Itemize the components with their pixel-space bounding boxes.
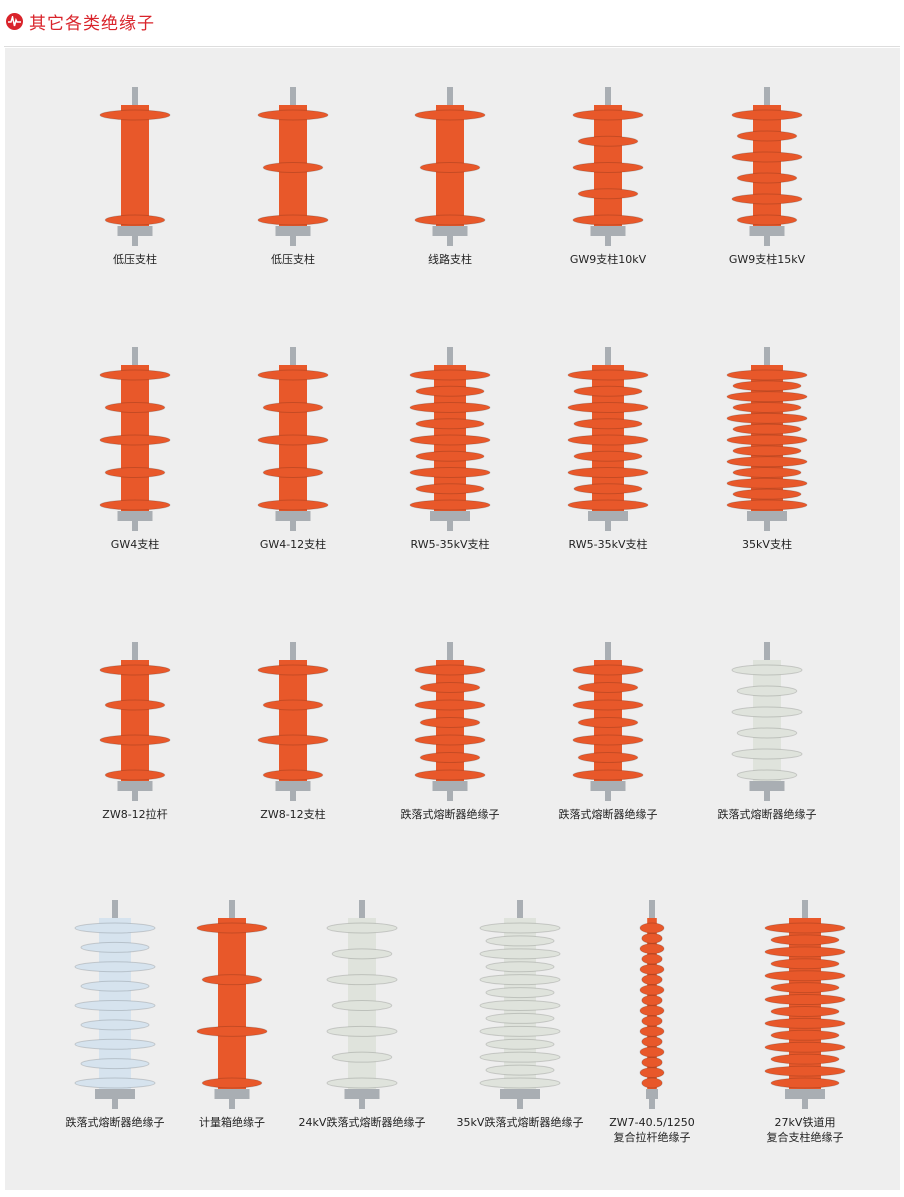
product-item: 35kV跌落式熔断器绝缘子 <box>445 898 595 1130</box>
insulator-image <box>479 900 561 1109</box>
insulator-image <box>257 642 329 801</box>
product-item: 跌落式熔断器绝缘子 <box>692 640 842 822</box>
product-item: GW9支柱15kV <box>692 85 842 267</box>
product-item: RW5-35kV支柱 <box>533 345 683 552</box>
section-header: 其它各类绝缘子 <box>6 8 155 34</box>
insulator-image <box>726 347 808 531</box>
product-label: 35kV跌落式熔断器绝缘子 <box>456 1116 584 1129</box>
product-label: 跌落式熔断器绝缘子 <box>717 808 817 821</box>
product-item: RW5-35kV支柱 <box>375 345 525 552</box>
insulator-image <box>567 347 649 531</box>
product-label: GW4-12支柱 <box>259 538 327 551</box>
page-title: 其它各类绝缘子 <box>29 13 155 34</box>
product-label: GW9支柱15kV <box>728 253 806 266</box>
product-item: 24kV跌落式熔断器绝缘子 <box>287 898 437 1130</box>
insulator-image <box>731 87 803 246</box>
product-label: ZW7-40.5/1250 <box>609 1116 695 1129</box>
product-label: ZW8-12支柱 <box>260 808 326 821</box>
product-item: GW4支柱 <box>60 345 210 552</box>
product-item: GW9支柱10kV <box>533 85 683 267</box>
product-label: 24kV跌落式熔断器绝缘子 <box>298 1116 426 1129</box>
insulator-image <box>99 642 171 801</box>
insulator-image <box>572 642 644 801</box>
product-item: 低压支柱 <box>60 85 210 267</box>
insulator-image <box>74 900 156 1109</box>
insulator-image <box>764 900 846 1109</box>
product-label: RW5-35kV支柱 <box>410 538 490 551</box>
insulator-image <box>414 87 486 246</box>
insulator-image <box>572 87 644 246</box>
product-label: 跌落式熔断器绝缘子 <box>400 808 500 821</box>
product-item: GW4-12支柱 <box>218 345 368 552</box>
product-label: GW4支柱 <box>110 538 160 551</box>
product-label-line2: 复合拉杆绝缘子 <box>613 1131 691 1144</box>
product-item: 线路支柱 <box>375 85 525 267</box>
product-label: RW5-35kV支柱 <box>568 538 648 551</box>
product-item: ZW7-40.5/1250 复合拉杆绝缘子 <box>577 898 727 1145</box>
product-item: 跌落式熔断器绝缘子 <box>533 640 683 822</box>
product-item: 低压支柱 <box>218 85 368 267</box>
product-item: 35kV支柱 <box>692 345 842 552</box>
product-label: 跌落式熔断器绝缘子 <box>558 808 658 821</box>
divider <box>4 46 900 47</box>
product-item: ZW8-12支柱 <box>218 640 368 822</box>
insulator-image <box>414 642 486 801</box>
product-label-line2: 复合支柱绝缘子 <box>766 1131 844 1144</box>
insulator-image <box>257 87 329 246</box>
insulator-image <box>196 900 268 1109</box>
pulse-icon <box>6 12 23 30</box>
product-label: 低压支柱 <box>113 253 157 266</box>
insulator-image <box>99 347 171 531</box>
product-label: ZW8-12拉杆 <box>102 808 168 821</box>
product-label: 27kV铁道用 <box>774 1116 836 1129</box>
product-label: GW9支柱10kV <box>569 253 647 266</box>
insulator-image <box>257 347 329 531</box>
insulator-image <box>326 900 398 1109</box>
product-label: 计量箱绝缘子 <box>199 1116 265 1129</box>
product-item: 跌落式熔断器绝缘子 <box>375 640 525 822</box>
insulator-image <box>409 347 491 531</box>
product-item: 27kV铁道用 复合支柱绝缘子 <box>730 898 880 1145</box>
insulator-image <box>99 87 171 246</box>
product-label: 线路支柱 <box>428 253 472 266</box>
product-item: 跌落式熔断器绝缘子 <box>40 898 190 1130</box>
product-item: 计量箱绝缘子 <box>157 898 307 1130</box>
product-label: 低压支柱 <box>271 253 315 266</box>
insulator-image <box>639 900 665 1109</box>
insulator-image <box>731 642 803 801</box>
product-item: ZW8-12拉杆 <box>60 640 210 822</box>
product-label: 35kV支柱 <box>742 538 792 551</box>
product-label: 跌落式熔断器绝缘子 <box>65 1116 165 1129</box>
